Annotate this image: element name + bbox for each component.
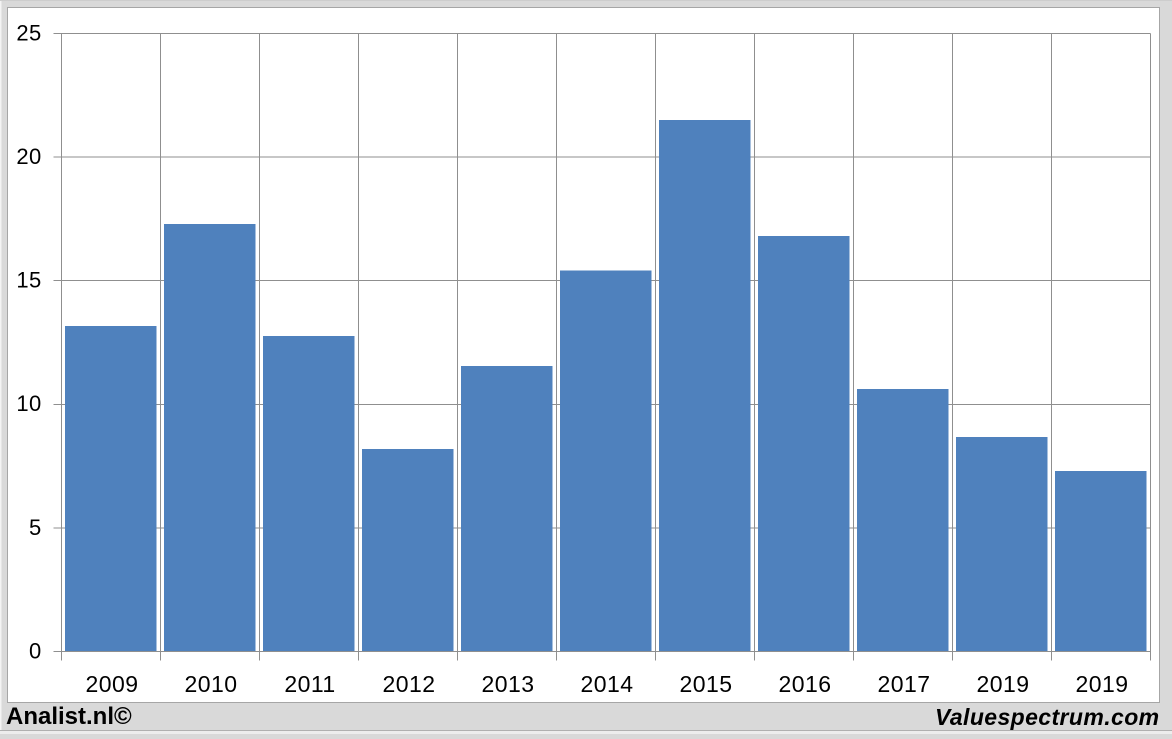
svg-text:Valuespectrum.com: Valuespectrum.com <box>935 704 1160 730</box>
svg-text:0: 0 <box>29 638 42 663</box>
svg-text:2009: 2009 <box>86 671 139 697</box>
svg-text:10: 10 <box>16 391 41 416</box>
svg-text:2013: 2013 <box>482 671 535 697</box>
svg-text:2019: 2019 <box>1076 671 1129 697</box>
svg-text:2015: 2015 <box>680 671 733 697</box>
svg-text:2019: 2019 <box>977 671 1030 697</box>
svg-text:25: 25 <box>16 20 41 45</box>
svg-text:2010: 2010 <box>185 671 238 697</box>
svg-text:2016: 2016 <box>779 671 832 697</box>
svg-text:Analist.nl©: Analist.nl© <box>6 703 132 730</box>
svg-text:20: 20 <box>16 144 41 169</box>
svg-text:2011: 2011 <box>284 671 335 697</box>
svg-text:2014: 2014 <box>581 671 634 697</box>
svg-text:2017: 2017 <box>878 671 931 697</box>
svg-text:5: 5 <box>29 515 42 540</box>
svg-text:15: 15 <box>16 268 41 293</box>
svg-text:2012: 2012 <box>383 671 436 697</box>
